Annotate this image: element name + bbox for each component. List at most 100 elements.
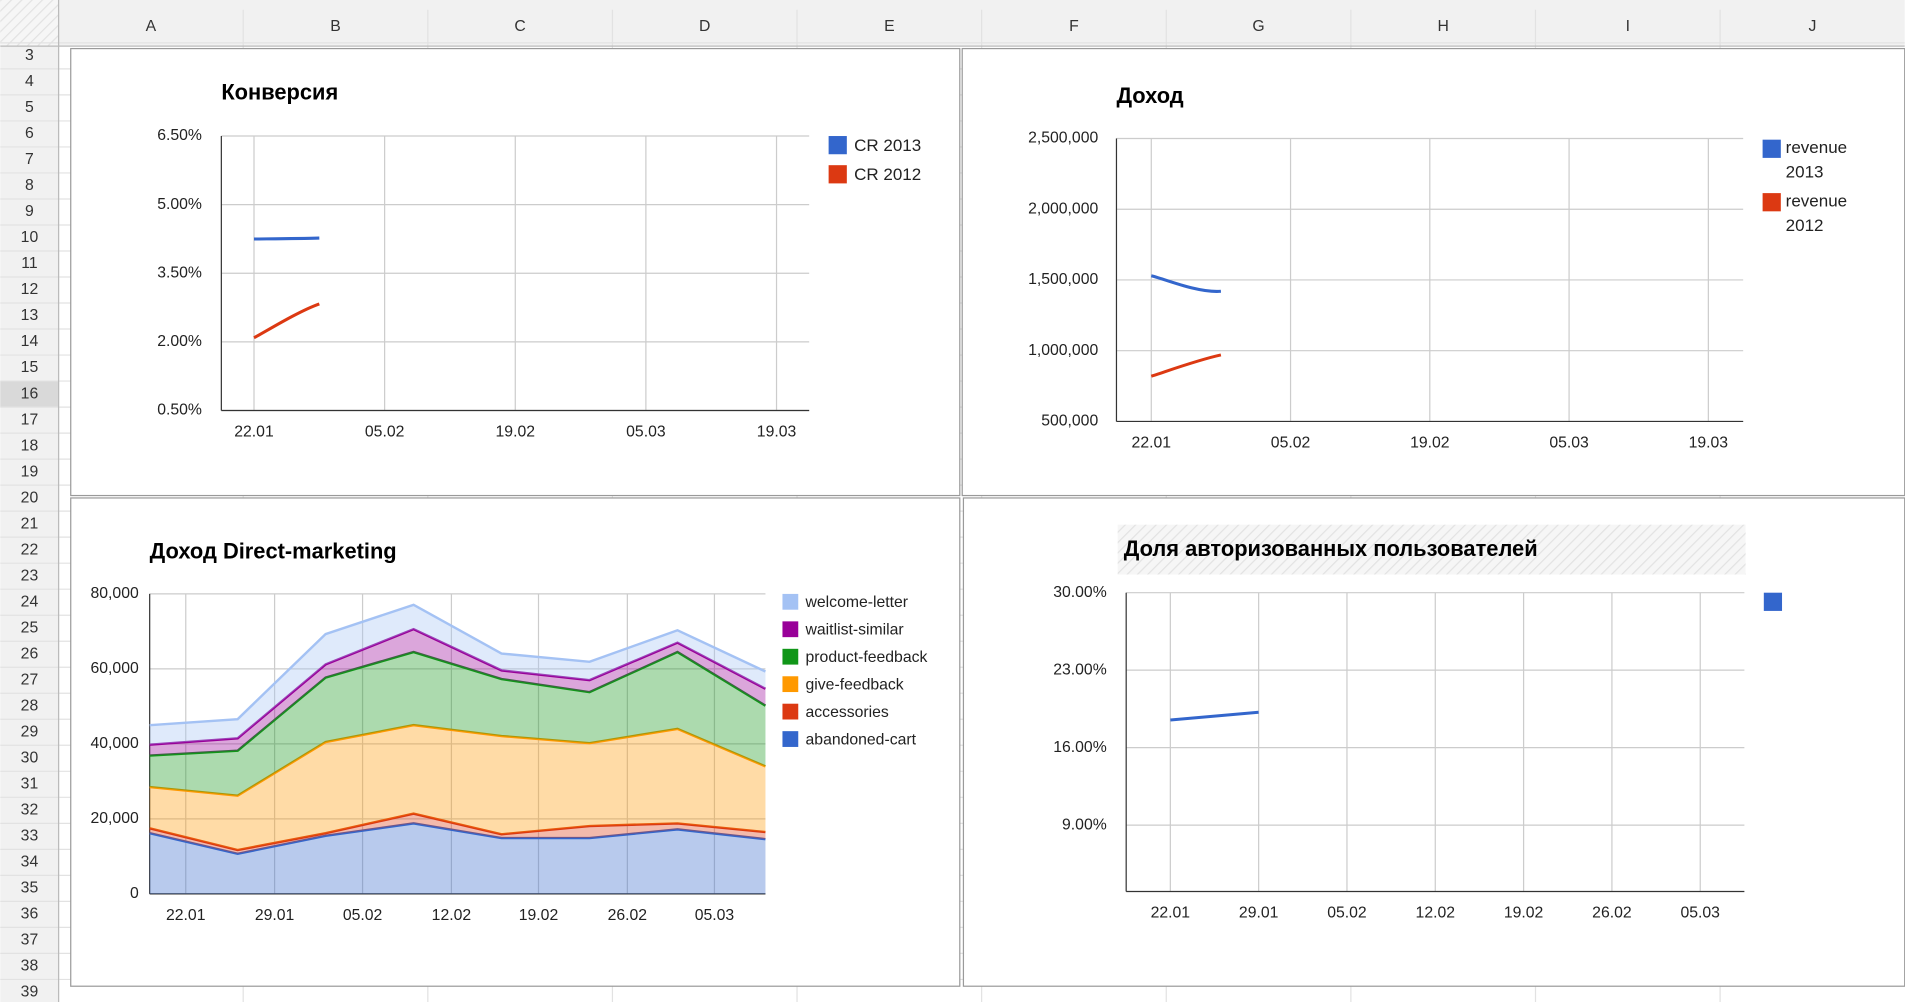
row-number: 25 <box>21 619 39 636</box>
column-letter: B <box>330 18 341 35</box>
area-line <box>149 812 766 852</box>
chart-title: Доход <box>1116 83 1183 108</box>
area-line <box>149 650 767 757</box>
y-tick-label: 80,000 <box>91 585 139 602</box>
row-number: 19 <box>21 463 39 480</box>
chart-title: Доход Direct-marketing <box>150 538 397 563</box>
y-tick-label: 6.50% <box>157 127 202 144</box>
legend-swatch <box>782 648 799 665</box>
chart-title: Доля авторизованных пользователей <box>1124 536 1538 561</box>
x-tick-label: 05.03 <box>695 907 735 924</box>
row-number: 16 <box>21 385 39 402</box>
row-number: 15 <box>21 359 39 376</box>
legend-label: CR 2012 <box>854 165 921 184</box>
row-number: 12 <box>21 281 39 298</box>
area-series <box>149 652 766 796</box>
y-tick-label: 40,000 <box>91 735 139 752</box>
legend-swatch <box>1762 193 1781 212</box>
row-number: 18 <box>21 437 39 454</box>
row-number: 24 <box>21 593 39 610</box>
row-number: 20 <box>21 489 39 506</box>
selected-row-header <box>0 381 59 408</box>
x-tick-label: 26.02 <box>1592 905 1631 922</box>
legend-swatch <box>782 676 799 693</box>
row-number: 26 <box>21 645 39 662</box>
y-tick-label: 20,000 <box>91 810 139 827</box>
y-tick-label: 16.00% <box>1053 739 1106 756</box>
x-tick-label: 29.01 <box>255 907 294 924</box>
legend-label: give-feedback <box>806 677 904 694</box>
legend-label: accessories <box>806 704 889 721</box>
legend-swatch <box>1763 592 1783 611</box>
row-number: 9 <box>25 203 34 220</box>
row-number: 33 <box>21 828 39 845</box>
area-line <box>149 627 767 746</box>
column-letter: E <box>884 18 895 35</box>
x-tick-label: 19.02 <box>519 907 558 924</box>
y-tick-label: 23.00% <box>1053 661 1106 678</box>
y-tick-label: 30.00% <box>1053 584 1106 601</box>
legend-label-box: revenue 2012 <box>1786 191 1847 235</box>
legend-swatch <box>1762 139 1781 158</box>
legend-label: abandoned-cart <box>806 731 917 748</box>
line-series <box>253 302 320 340</box>
legend-swatch <box>782 731 799 747</box>
y-tick-label: 0.50% <box>157 402 202 419</box>
row-number: 34 <box>21 854 39 871</box>
y-tick-label: 0 <box>130 885 139 902</box>
y-tick-label: 2,500,000 <box>1028 130 1098 147</box>
row-number: 27 <box>21 671 39 688</box>
area-line <box>149 723 766 797</box>
x-tick-label: 26.02 <box>608 907 647 924</box>
row-number: 30 <box>21 749 39 766</box>
y-tick-label: 5.00% <box>157 196 202 213</box>
row-number: 29 <box>21 723 39 740</box>
column-letter: F <box>1069 18 1079 35</box>
x-tick-label: 22.01 <box>166 907 205 924</box>
row-number: 22 <box>21 541 39 558</box>
row-number: 38 <box>21 958 39 975</box>
area-line <box>149 822 766 856</box>
row-number: 21 <box>21 515 39 532</box>
x-tick-label: 05.02 <box>1271 434 1310 451</box>
row-number: 35 <box>21 880 39 897</box>
row-number: 17 <box>21 411 39 428</box>
row-number: 3 <box>25 47 34 64</box>
row-number: 32 <box>21 802 39 819</box>
column-letter: A <box>146 18 157 35</box>
column-header-bar <box>0 0 1905 47</box>
title-highlight <box>1117 524 1746 575</box>
row-number: 23 <box>21 567 39 584</box>
row-number: 39 <box>21 984 39 1001</box>
x-tick-label: 19.02 <box>1504 905 1543 922</box>
row-number: 36 <box>21 906 39 923</box>
row-number: 5 <box>25 99 34 116</box>
row-number: 10 <box>21 229 39 246</box>
x-tick-label: 19.03 <box>757 424 797 441</box>
legend-label: revenue 2013 <box>1785 137 1848 181</box>
x-tick-label: 22.01 <box>1132 434 1171 451</box>
row-number: 14 <box>21 333 39 350</box>
line-series <box>1150 353 1222 378</box>
x-tick-label: 12.02 <box>1416 905 1455 922</box>
x-tick-label: 19.02 <box>1410 434 1449 451</box>
y-tick-label: 1,500,000 <box>1028 271 1098 288</box>
x-tick-label: 22.01 <box>1151 905 1190 922</box>
column-letter: I <box>1626 18 1630 35</box>
column-letter: G <box>1252 18 1264 35</box>
legend-label-box: revenue 2013 <box>1785 137 1848 181</box>
chart-panel <box>961 47 1905 497</box>
column-letter: H <box>1437 18 1448 35</box>
area-line <box>149 603 766 727</box>
corner <box>0 0 59 47</box>
legend-label: product-feedback <box>806 649 928 666</box>
row-number: 28 <box>21 697 39 714</box>
row-number: 13 <box>21 307 39 324</box>
x-tick-label: 29.01 <box>1239 905 1278 922</box>
x-tick-label: 05.02 <box>1327 905 1366 922</box>
row-number: 7 <box>25 151 34 168</box>
x-tick-label: 05.03 <box>626 424 666 441</box>
chart-panel <box>962 497 1905 987</box>
